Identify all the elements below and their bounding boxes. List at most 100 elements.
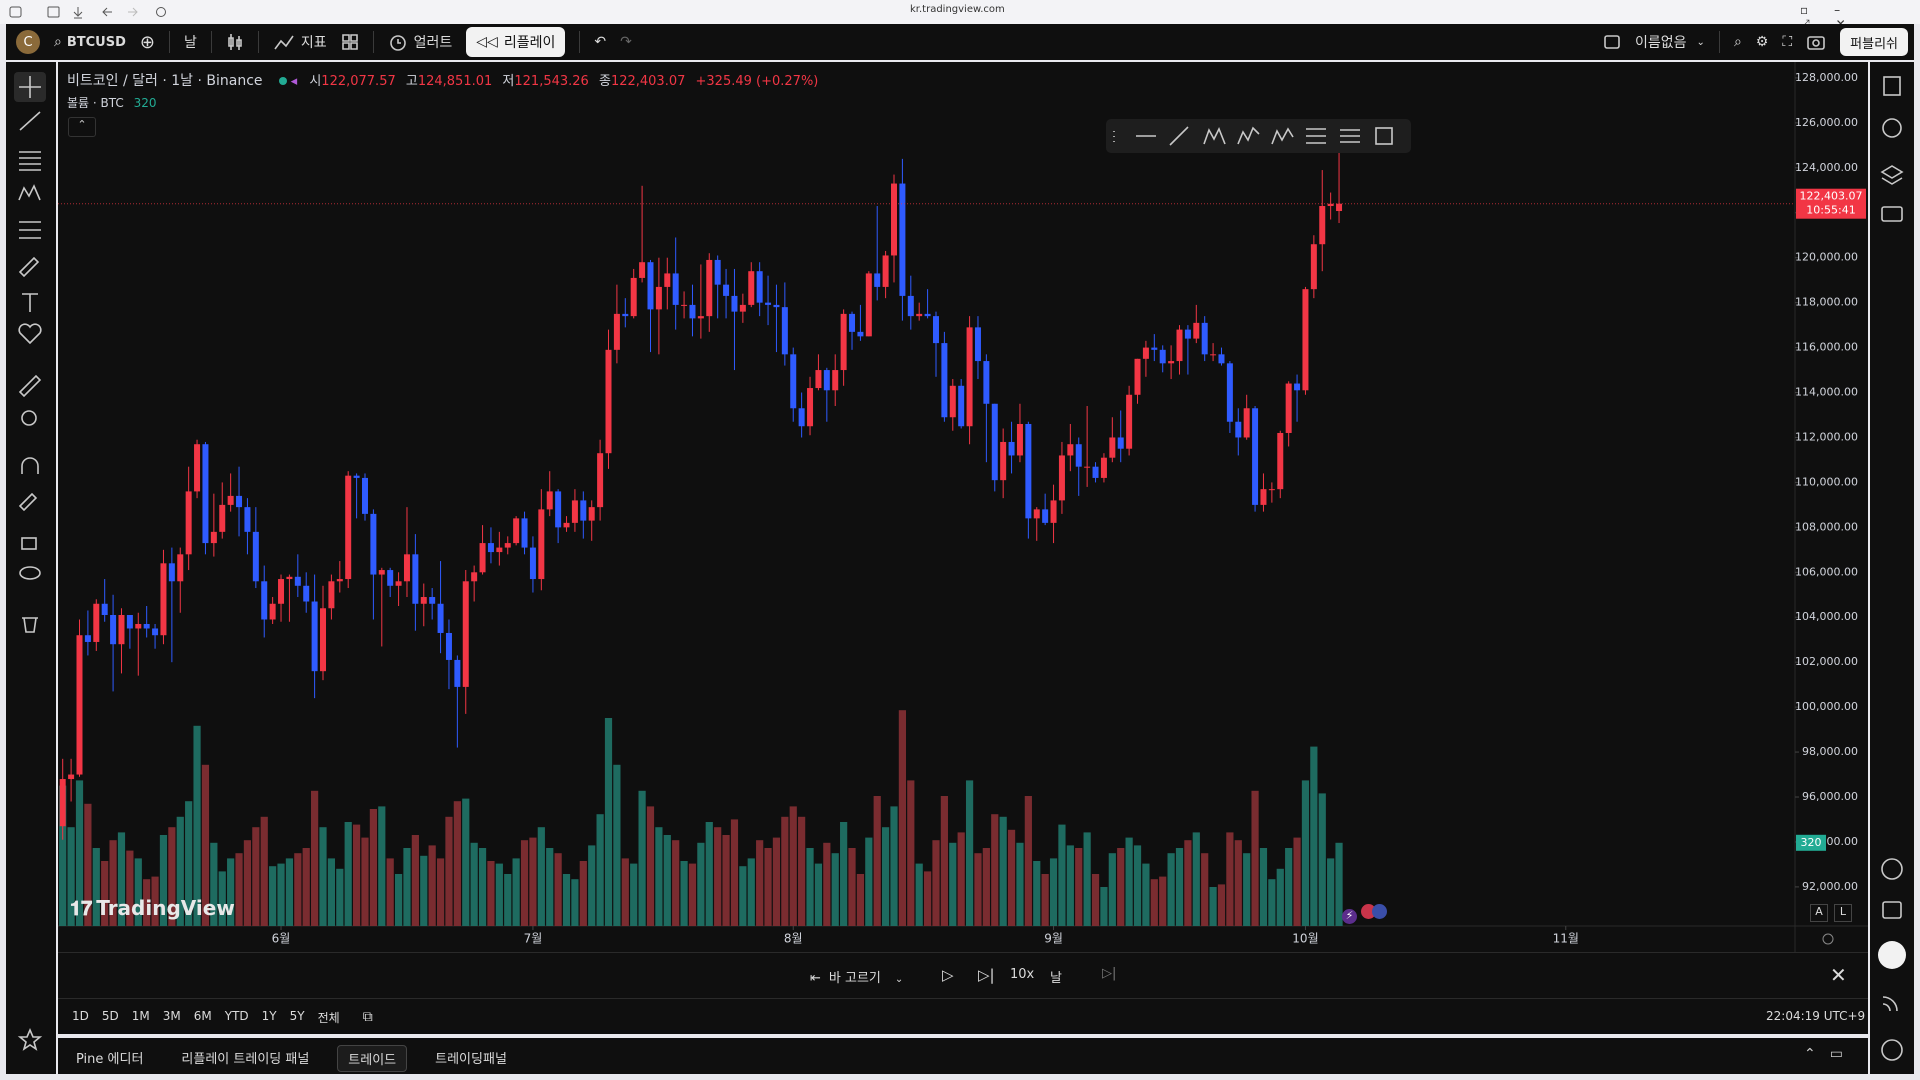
calendar[interactable]: [1882, 901, 1902, 919]
legend-key: 저: [502, 74, 515, 89]
volume-name[interactable]: 볼륨 · BTC: [67, 96, 124, 110]
add-symbol[interactable]: ⊕: [139, 31, 155, 53]
watchlist[interactable]: [1883, 76, 1901, 96]
range-button[interactable]: 6M: [193, 1009, 212, 1023]
panel-controls[interactable]: ⌃▭: [1804, 1046, 1857, 1062]
fib-tool[interactable]: [19, 151, 41, 171]
range-button[interactable]: 1M: [131, 1009, 150, 1023]
levels-tool[interactable]: [1340, 129, 1360, 143]
fullscreen[interactable]: ⛶: [1782, 34, 1793, 50]
replay-button[interactable]: ◁◁ 리플레이: [466, 27, 566, 57]
last-price-tag: [1796, 188, 1866, 219]
alerts[interactable]: 얼러트: [388, 32, 453, 52]
volume-bar: [873, 796, 881, 926]
templates[interactable]: [341, 33, 359, 51]
elliott-tool[interactable]: [1237, 126, 1260, 145]
range-button[interactable]: 1D: [72, 1009, 89, 1023]
zoom-tool[interactable]: [21, 410, 37, 426]
settings[interactable]: ⚙: [1755, 34, 1769, 50]
range-button[interactable]: 3M: [162, 1009, 181, 1023]
bottom-tab[interactable]: Pine 에디터: [76, 1052, 144, 1067]
candle-body: [823, 370, 830, 391]
forecast-tool[interactable]: [19, 221, 41, 239]
pattern-tool[interactable]: [18, 184, 41, 201]
close-replay[interactable]: ✕: [1830, 963, 1847, 987]
candle-body: [958, 385, 965, 427]
rect-tool[interactable]: [1375, 127, 1393, 145]
help[interactable]: [1881, 1039, 1903, 1061]
chart-type[interactable]: [226, 32, 244, 52]
quick-search[interactable]: ⌕: [1733, 34, 1742, 50]
snapshot[interactable]: [1806, 33, 1826, 51]
y-tick-label: 128,000.00: [1795, 71, 1858, 84]
jump-realtime[interactable]: ▷|: [1102, 966, 1117, 981]
brush-tool[interactable]: [18, 256, 40, 278]
volume-bar: [487, 861, 495, 926]
ruler-tool[interactable]: [18, 374, 42, 398]
url[interactable]: kr.tradingview.com: [910, 4, 1005, 15]
play[interactable]: ▷: [942, 966, 954, 984]
line-tool[interactable]: [1169, 126, 1189, 146]
replay-interval[interactable]: 날: [1050, 971, 1062, 986]
interval[interactable]: 날: [183, 35, 197, 51]
watchlist-star[interactable]: [17, 1027, 43, 1051]
avatar[interactable]: C: [16, 30, 40, 54]
apps[interactable]: [1878, 941, 1906, 969]
layout-icon[interactable]: [1603, 33, 1621, 51]
range-button[interactable]: 5Y: [289, 1009, 305, 1023]
alerts-label: 얼러트: [413, 35, 453, 51]
range-button[interactable]: 전체: [317, 1011, 340, 1025]
favorite-tool[interactable]: [18, 323, 42, 345]
collapse-legend[interactable]: ⌃: [68, 117, 96, 137]
indicators[interactable]: 지표: [273, 32, 327, 52]
chat[interactable]: [1881, 206, 1903, 222]
undo[interactable]: ↶: [594, 34, 607, 50]
candle-body: [571, 500, 578, 523]
volume-bar: [218, 871, 226, 926]
layers[interactable]: [1880, 165, 1904, 185]
symbol-title[interactable]: 비트코인 / 달러 · 1날 · Binance: [67, 73, 263, 89]
candle-body: [353, 475, 360, 478]
y-tick-label: 112,000.00: [1795, 430, 1858, 443]
text-tool[interactable]: [22, 293, 38, 312]
auto-scale[interactable]: A: [1810, 904, 1828, 922]
layout-name[interactable]: 이름없음 ⌄: [1635, 32, 1705, 52]
candle-body: [1327, 203, 1334, 207]
speed[interactable]: 10x: [1010, 967, 1035, 982]
candle-body: [487, 543, 494, 553]
symbol-search[interactable]: ⌕ BTCUSD: [54, 34, 126, 50]
range-button[interactable]: YTD: [224, 1009, 249, 1023]
candle-body: [227, 495, 234, 505]
crosshair-tool[interactable]: [19, 76, 41, 98]
bottom-tab[interactable]: 리플레이 트레이딩 패널: [181, 1052, 310, 1067]
time-axis-settings[interactable]: [1822, 933, 1834, 945]
alerts-panel[interactable]: [1882, 118, 1902, 138]
hide-tool[interactable]: [19, 566, 41, 580]
select-bar[interactable]: ⇤ 바 고르기 ⌄: [810, 971, 904, 986]
publish-button[interactable]: 퍼블리쉬: [1840, 28, 1908, 56]
range-button[interactable]: 1Y: [261, 1009, 277, 1023]
volume-bar: [101, 861, 109, 926]
volume-bar: [185, 801, 193, 926]
delete-tool[interactable]: [22, 617, 38, 633]
range-button[interactable]: 5D: [101, 1009, 119, 1023]
volume-bar: [823, 842, 831, 926]
event-icons[interactable]: ⚡: [1342, 904, 1387, 924]
trendline-tool[interactable]: [19, 111, 41, 131]
volume-bar: [730, 819, 739, 926]
stream[interactable]: [1882, 996, 1898, 1012]
step-forward[interactable]: ▷|: [978, 966, 995, 984]
redo[interactable]: ↷: [620, 34, 632, 50]
draw-mode-tool[interactable]: [18, 492, 38, 512]
magnet-tool[interactable]: [21, 457, 39, 474]
fib-tool[interactable]: [1306, 128, 1326, 144]
bottom-tab[interactable]: 트레이드: [337, 1045, 408, 1072]
log-scale[interactable]: L: [1834, 904, 1852, 922]
abc-tool[interactable]: [1271, 127, 1294, 145]
xabcd-tool[interactable]: [1203, 127, 1226, 145]
candle-body: [1168, 361, 1175, 364]
bottom-tab[interactable]: 트레이딩패널: [435, 1052, 507, 1067]
lock-tool[interactable]: [21, 537, 37, 550]
volume-bar: [705, 822, 713, 926]
target[interactable]: [1881, 858, 1903, 880]
